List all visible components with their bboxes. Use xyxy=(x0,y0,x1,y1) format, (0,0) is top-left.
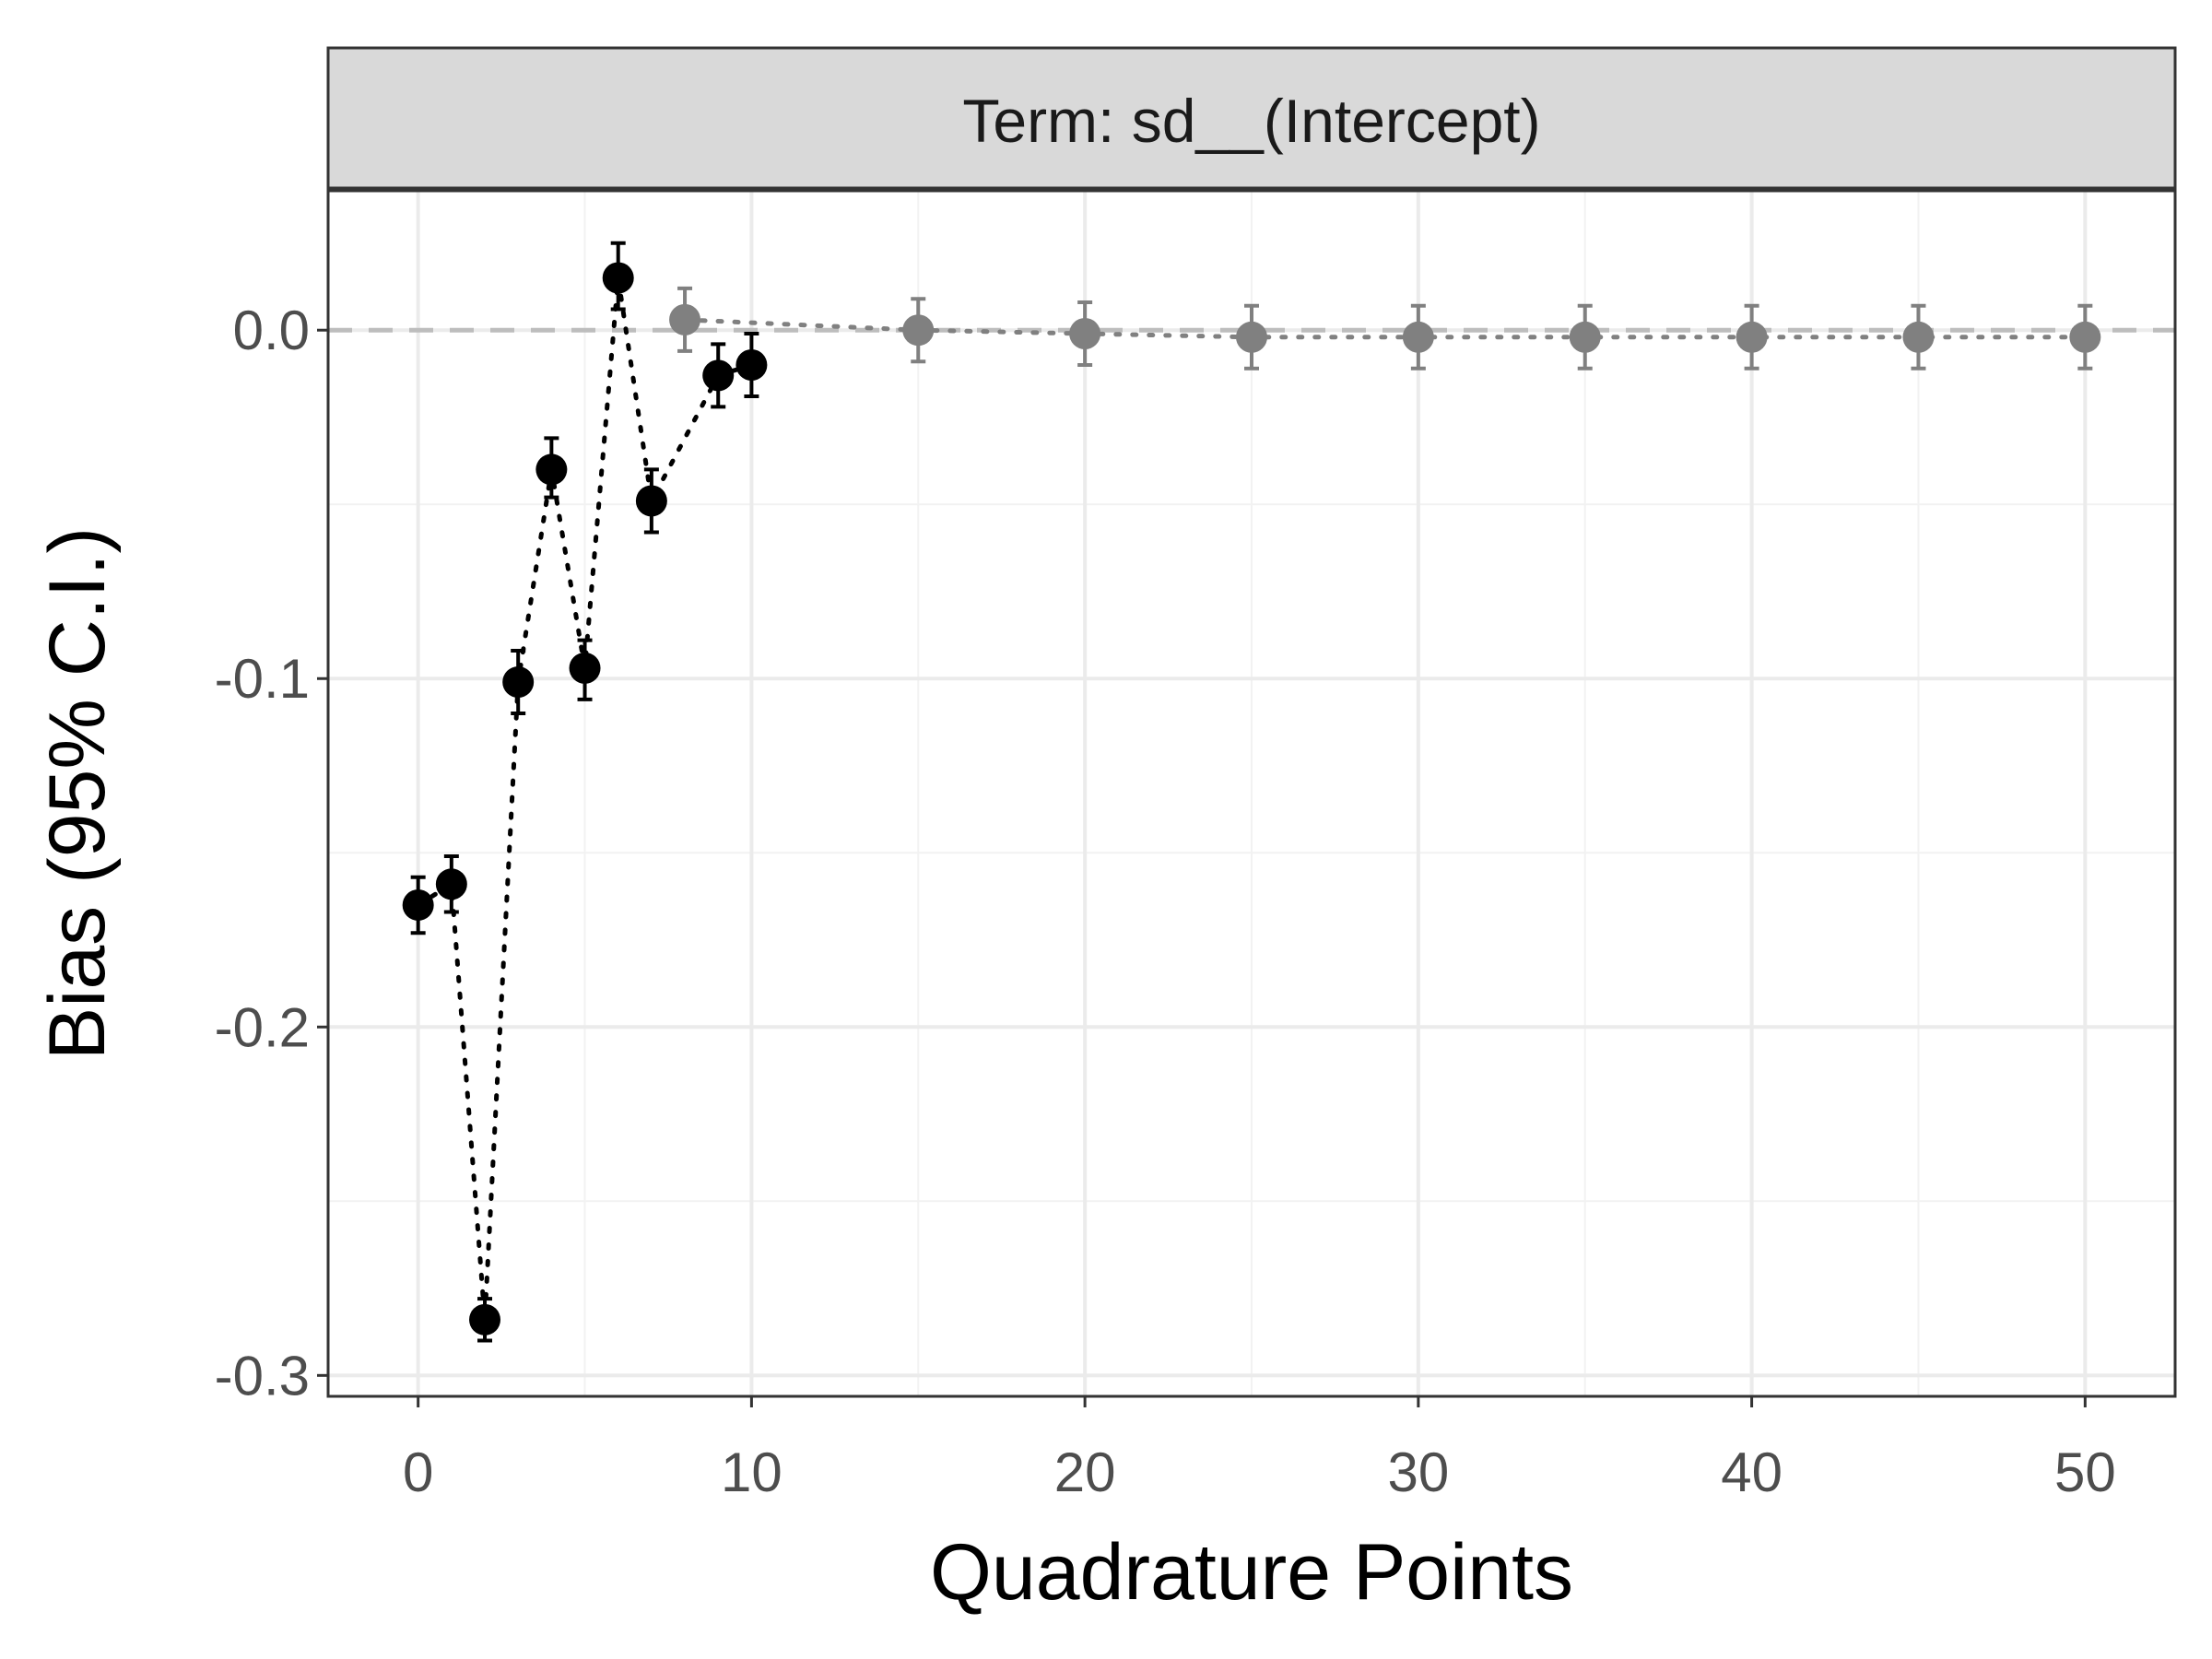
x-axis-title: Quadrature Points xyxy=(930,1528,1573,1617)
data-point xyxy=(669,303,701,335)
data-point xyxy=(735,349,768,382)
y-axis: 0.0 -0.1 -0.2 -0.3 xyxy=(215,300,328,1406)
data-point xyxy=(1069,317,1101,349)
plot-panel-border xyxy=(326,189,2177,1398)
data-point xyxy=(402,888,434,921)
y-tick-label: 0.0 xyxy=(233,300,310,361)
data-point xyxy=(1402,321,1434,353)
x-axis: 0 10 20 30 40 50 xyxy=(403,1396,2116,1503)
data-point xyxy=(1569,321,1601,353)
data-point xyxy=(469,1303,501,1335)
y-axis-title: Bias (95% C.I.) xyxy=(33,527,122,1060)
data-point xyxy=(635,485,667,517)
data-point xyxy=(435,868,467,900)
y-tick-label: -0.3 xyxy=(215,1345,310,1406)
y-tick-label: -0.2 xyxy=(215,996,310,1058)
data-point xyxy=(502,666,535,699)
facet-strip-label: Term: sd__(Intercept) xyxy=(962,87,1540,155)
data-point xyxy=(702,359,735,392)
series-2 xyxy=(669,286,2101,371)
data-point xyxy=(569,652,601,684)
series-layer xyxy=(402,241,2101,1343)
data-point xyxy=(902,314,935,347)
series-1 xyxy=(402,241,768,1343)
data-point xyxy=(2069,321,2101,353)
x-tick-label: 0 xyxy=(403,1441,433,1503)
data-point xyxy=(602,262,634,294)
series-line xyxy=(416,277,754,1320)
facet-strip xyxy=(326,46,2177,190)
x-tick-label: 40 xyxy=(1721,1441,1783,1503)
data-point xyxy=(1735,321,1768,353)
x-tick-label: 10 xyxy=(721,1441,782,1503)
data-point xyxy=(1902,321,1935,353)
y-tick-label: -0.1 xyxy=(215,648,310,710)
data-point xyxy=(535,453,568,486)
data-point xyxy=(1236,321,1267,353)
x-tick-label: 30 xyxy=(1387,1441,1449,1503)
x-tick-label: 20 xyxy=(1054,1441,1116,1503)
x-tick-label: 50 xyxy=(2054,1441,2116,1503)
